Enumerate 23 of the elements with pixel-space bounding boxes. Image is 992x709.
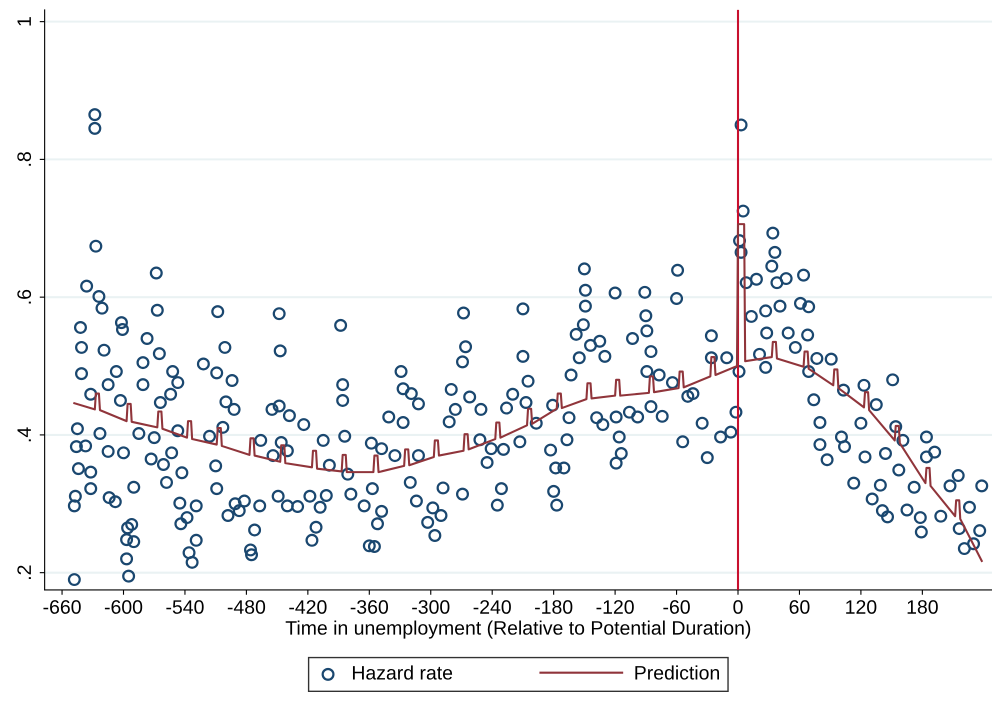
x-tick-label: -240 xyxy=(474,600,511,614)
x-tick-label: 120 xyxy=(846,600,876,614)
x-tick-label: -120 xyxy=(596,600,634,614)
x-tick-label: -660 xyxy=(43,600,81,614)
x-tick-label: -60 xyxy=(663,600,690,614)
x-axis-title: Time in unemployment (Relative to Potential Duration) xyxy=(286,620,750,639)
y-tick-label: .8 xyxy=(17,152,32,166)
legend-label: Hazard rate xyxy=(352,665,452,680)
y-tick-label: 1 xyxy=(18,17,31,26)
x-tick-label: 0 xyxy=(733,600,743,614)
y-tick-label: .4 xyxy=(18,427,31,442)
legend-label: Prediction xyxy=(635,665,719,680)
x-tick-label: -420 xyxy=(289,600,327,614)
y-tick-label: .2 xyxy=(17,566,31,579)
x-tick-label: 180 xyxy=(908,600,938,614)
x-tick-label: -540 xyxy=(166,600,204,614)
x-tick-label: -180 xyxy=(535,600,572,614)
x-tick-label: -600 xyxy=(104,600,142,614)
x-tick-label: -300 xyxy=(412,600,450,614)
x-tick-label: 60 xyxy=(790,600,810,614)
y-tick-label: .6 xyxy=(17,290,32,304)
x-tick-label: -480 xyxy=(228,600,266,614)
x-tick-label: -360 xyxy=(350,600,388,614)
